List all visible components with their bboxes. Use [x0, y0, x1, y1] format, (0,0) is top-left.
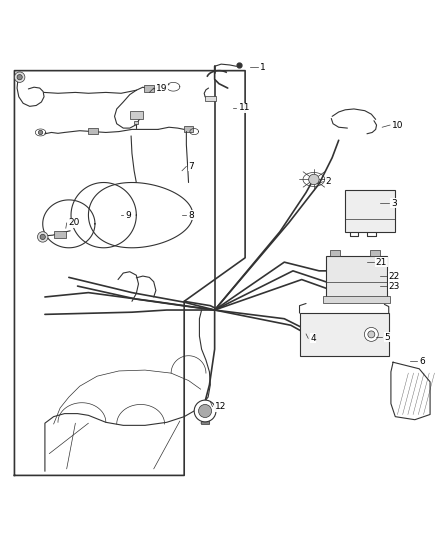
Text: 8: 8 — [188, 211, 194, 220]
Bar — [371, 249, 380, 256]
Circle shape — [39, 130, 43, 135]
Circle shape — [364, 327, 378, 341]
Circle shape — [40, 235, 46, 239]
Text: 1: 1 — [260, 63, 266, 71]
Bar — [300, 313, 389, 356]
Text: 11: 11 — [239, 103, 250, 112]
Bar — [184, 126, 193, 132]
Text: 9: 9 — [125, 211, 131, 220]
Text: 10: 10 — [392, 120, 404, 130]
Bar — [144, 85, 154, 92]
Text: 2: 2 — [325, 177, 331, 186]
Text: 3: 3 — [391, 199, 397, 208]
Bar — [323, 296, 390, 303]
Text: 5: 5 — [385, 333, 390, 342]
Circle shape — [14, 72, 25, 83]
Text: 19: 19 — [156, 84, 167, 93]
Text: 4: 4 — [311, 334, 316, 343]
Circle shape — [38, 232, 48, 242]
Circle shape — [17, 75, 22, 80]
Circle shape — [198, 405, 212, 417]
Bar — [201, 411, 209, 424]
Text: 21: 21 — [376, 257, 387, 266]
Text: 20: 20 — [69, 219, 80, 228]
Circle shape — [309, 174, 319, 184]
Bar — [134, 121, 138, 124]
Bar — [325, 256, 387, 297]
Text: 23: 23 — [389, 281, 400, 290]
Text: 7: 7 — [188, 162, 194, 171]
Circle shape — [194, 400, 216, 422]
Bar — [130, 111, 143, 118]
Bar — [205, 96, 216, 101]
Text: 22: 22 — [389, 272, 400, 280]
Bar — [345, 190, 395, 232]
Bar — [330, 249, 339, 256]
Bar — [53, 231, 66, 238]
Circle shape — [368, 331, 375, 338]
Bar — [88, 128, 99, 134]
Text: 6: 6 — [419, 357, 425, 366]
Text: 12: 12 — [215, 402, 226, 411]
